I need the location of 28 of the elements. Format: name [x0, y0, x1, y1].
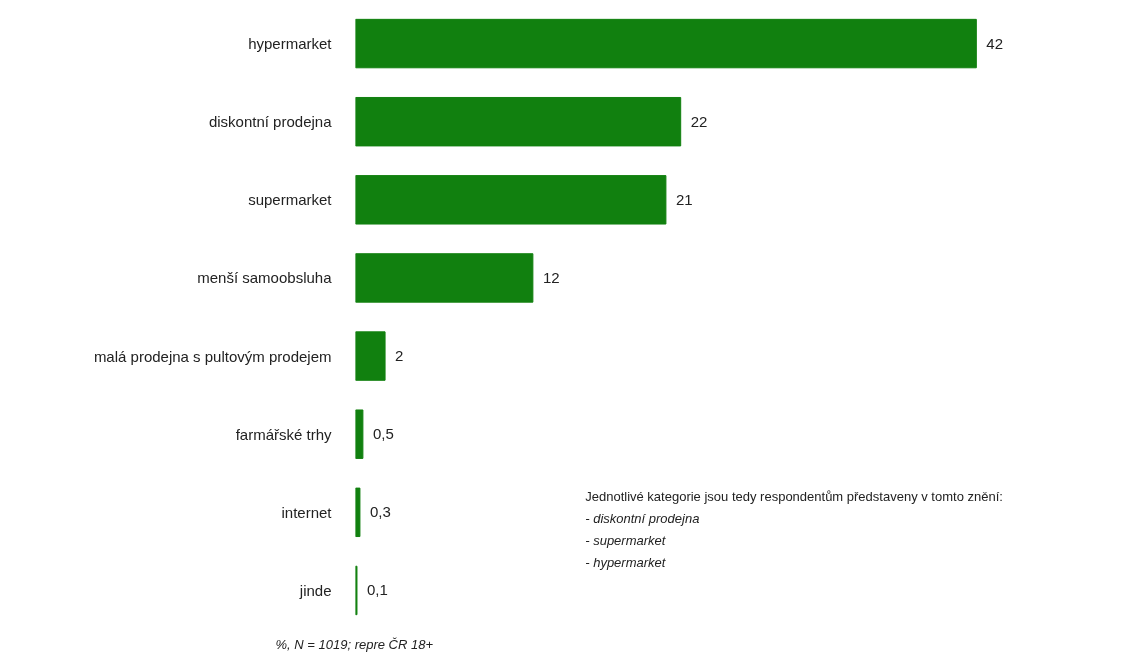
data-label: 0,3 — [369, 503, 391, 521]
bar — [355, 487, 361, 538]
bar — [355, 253, 534, 303]
data-label: 0,1 — [366, 581, 388, 599]
bar — [355, 409, 364, 459]
text: %, N = 1019; repre ČR 18+ — [275, 636, 434, 652]
data-label: 22 — [690, 112, 708, 130]
data-label: 42 — [986, 34, 1004, 52]
y-tick-label: diskontní prodejna — [208, 113, 333, 131]
annotation: Jednotlivé kategorie jsou tedy respondentům představeny v tomto znění: — [585, 489, 1003, 505]
y-tick-label: supermarket — [248, 191, 333, 209]
annotation: - supermarket — [585, 532, 667, 548]
bar — [355, 175, 667, 225]
data-label: 2 — [395, 347, 404, 365]
annotation: - diskontní prodejna — [585, 511, 700, 527]
bar — [355, 331, 386, 381]
annotation: - hypermarket — [585, 554, 667, 570]
y-tick-label: hypermarket — [248, 35, 333, 53]
y-tick-label: menší samoobsluha — [197, 269, 333, 287]
bar — [355, 18, 977, 69]
data-label: 21 — [675, 190, 693, 208]
y-tick-label: jinde — [298, 581, 332, 599]
y-tick-label: farmářské trhy — [235, 425, 332, 443]
y-tick-label: internet — [281, 503, 333, 521]
bar — [355, 96, 682, 147]
y-tick-label: malá prodejna s pultovým prodejem — [93, 347, 332, 365]
data-label: 0,5 — [372, 425, 394, 443]
data-label: 12 — [542, 268, 560, 286]
